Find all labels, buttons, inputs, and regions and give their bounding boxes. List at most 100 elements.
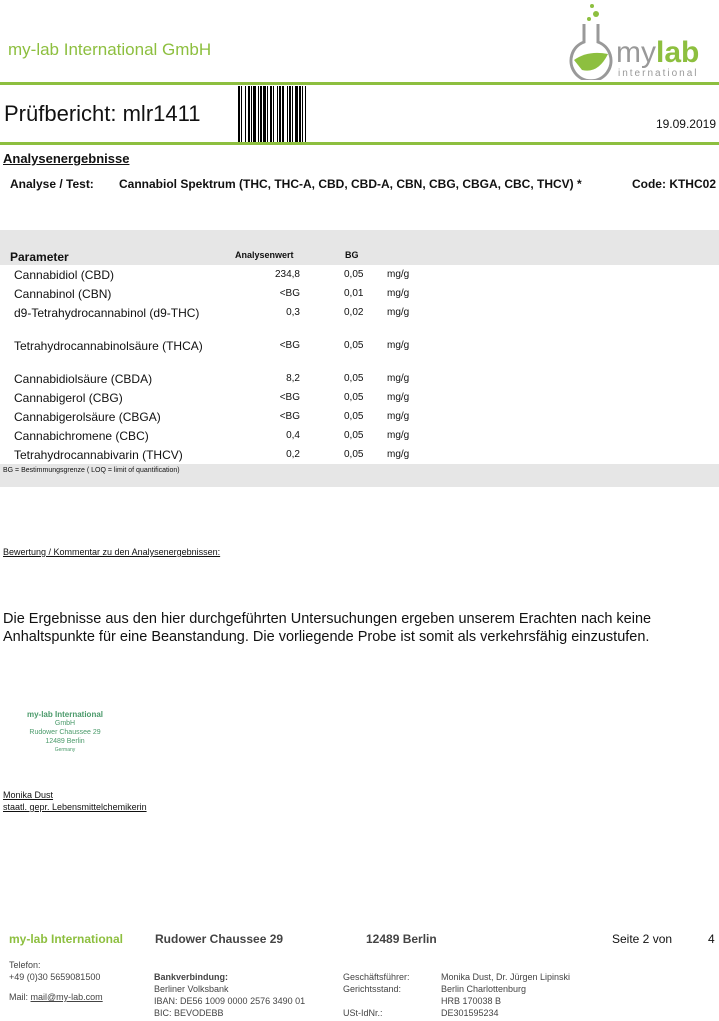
barcode-bar [301,86,302,144]
barcode-bar [256,86,258,144]
stamp-line: Germany [54,747,76,753]
phone-label: Telefon: [9,960,41,970]
footnote-band [0,464,719,487]
phone: +49 (0)30 5659081500 [9,972,101,982]
unit: mg/g [387,307,410,318]
section-heading: Analysenergebnisse [3,151,130,166]
report-date: 19.09.2019 [655,117,716,131]
table-header: Parameter Analysenwert BG [0,230,719,265]
barcode-bar [248,86,250,144]
barcode-bar [281,86,282,144]
unit: mg/g [387,449,410,460]
comment-heading: Bewertung / Kommentar zu den Analysenerg… [3,547,221,557]
barcode-bar [277,86,278,144]
signatory-role: staatl. gepr. Lebensmittelchemikerin [3,802,147,812]
parameter-name: Cannabidiolsäure (CBDA) [14,372,153,386]
stamp-line: my-lab International [26,710,103,719]
footer-brand: my-lab International [9,932,124,946]
barcode-bar [287,86,288,144]
barcode [238,86,354,144]
hrb: HRB 170038 B [441,996,502,1006]
parameter-name: Cannabidiol (CBD) [14,268,115,282]
barcode-bar [295,86,298,144]
analysis-label: Analyse / Test: [10,177,94,191]
barcode-bar [238,86,240,144]
iban: IBAN: DE56 1009 0000 2576 3490 01 [154,996,306,1006]
barcode-bar [302,86,303,144]
footer-legal-values: Monika Dust, Dr. Jürgen Lipinski Berlin … [441,971,570,1019]
barcode-bar [272,86,273,144]
header-divider [0,82,719,85]
report-title: Prüfbericht: mlr1411 [4,101,201,126]
barcode-bar [253,86,256,144]
unit: mg/g [387,340,410,351]
stamp-line: 12489 Berlin [45,738,85,745]
analysis-value: <BG [279,392,300,403]
barcode-bar [284,86,287,144]
parameter-name: Cannabinol (CBN) [14,287,112,301]
unit: mg/g [387,411,410,422]
svg-text:international: international [618,68,698,79]
barcode-bar [270,86,272,144]
mail-label: Mail: [9,992,29,1002]
analysis-value: 8,2 [286,373,300,384]
stamp-line: Rudower Chaussee 29 [29,729,101,736]
title-divider [0,142,719,145]
col-parameter: Parameter [10,250,69,264]
signatory: Monika Dust staatl. gepr. Lebensmittelch… [3,789,147,813]
analysis-value: Cannabiol Spektrum (THC, THC-A, CBD, CBD… [119,177,582,191]
barcode-bar [303,86,305,144]
gf: Monika Dust, Dr. Jürgen Lipinski [441,972,571,982]
comment-text: Die Ergebnisse aus den hier durchgeführt… [3,611,652,645]
gf-label: Geschäftsführer: [343,972,410,982]
bg-value: 0,05 [344,392,364,403]
parameter-name: Tetrahydrocannabinolsäure (THCA) [14,339,203,353]
barcode-bar [266,86,267,144]
barcode-bar [242,86,245,144]
unit: mg/g [387,288,410,299]
analysis-value: 0,2 [286,449,300,460]
barcode-bar [245,86,246,144]
bg-value: 0,05 [344,269,364,280]
barcode-bar [279,86,281,144]
analysis-code: Code: KTHC02 [631,177,716,191]
barcode-bar [306,86,309,144]
barcode-bar [291,86,292,144]
company-stamp: my-lab International GmbH Rudower Chauss… [20,710,110,755]
parameter-name: Cannabigerolsäure (CBGA) [14,410,161,424]
unit: mg/g [387,269,410,280]
analysis-value: <BG [279,340,300,351]
barcode-bar [278,86,279,144]
footer-city: 12489 Berlin [366,932,437,946]
footer-street: Rudower Chaussee 29 [155,932,284,946]
barcode-bar [252,86,253,144]
footer-contact: Telefon: +49 (0)30 5659081500 Mail: mail… [9,959,103,1003]
stamp-line: GmbH [54,720,76,727]
col-value: Analysenwert [235,250,294,260]
barcode-bar [282,86,284,144]
svg-text:mylab: mylab [616,36,699,69]
analysis-value: 0,3 [286,307,300,318]
barcode-bar [267,86,268,144]
unit: mg/g [387,430,410,441]
barcode-bar [299,86,301,144]
bg-value: 0,01 [344,288,364,299]
parameter-name: Tetrahydrocannabivarin (THCV) [14,448,183,462]
mylab-logo: mylab international [568,2,716,83]
barcode-bar [289,86,291,144]
mail-link[interactable]: mail@my-lab.com [30,992,103,1002]
page-label: Seite 2 von [612,932,673,946]
barcode-bar [293,86,295,144]
analysis-value: 234,8 [274,269,300,280]
barcode-bar [240,86,241,144]
gs-label: Gerichtsstand: [343,984,402,994]
barcode-bar [288,86,289,144]
unit: mg/g [387,373,410,384]
analysis-value: <BG [279,288,300,299]
barcode-bar [241,86,242,144]
ust: DE301595234 [441,1008,499,1018]
barcode-bar [263,86,266,144]
footer-legal-labels: Geschäftsführer: Gerichtsstand: USt-IdNr… [343,971,410,1019]
bg-value: 0,05 [344,430,364,441]
parameter-name: Cannabichromene (CBC) [14,429,149,443]
